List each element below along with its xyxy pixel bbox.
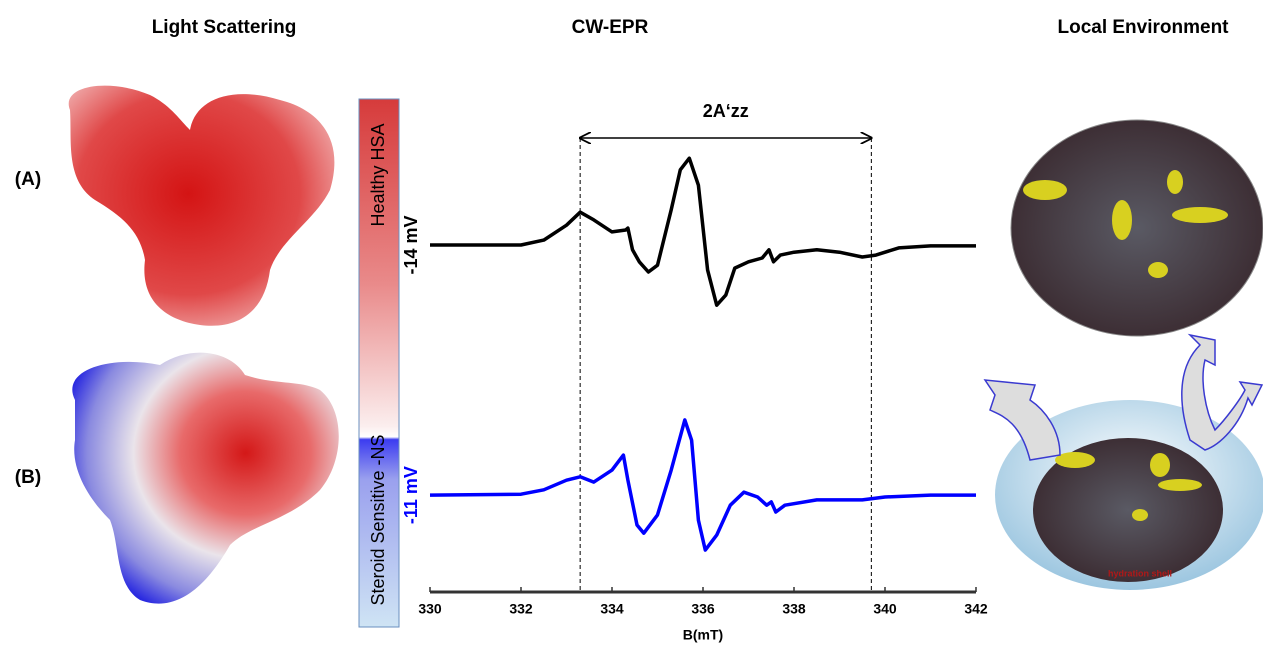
x-tick-label: 340 bbox=[873, 601, 897, 617]
panel-title: Local Environment bbox=[1057, 17, 1229, 38]
panel-title: CW-EPR bbox=[572, 17, 649, 38]
x-tick-label: 332 bbox=[509, 601, 533, 617]
panel-label: (B) bbox=[15, 467, 41, 488]
md-snapshot bbox=[1033, 438, 1223, 582]
md-snapshot bbox=[1010, 119, 1263, 337]
spectrum bbox=[429, 418, 976, 552]
series-label: -14 mV bbox=[401, 215, 421, 274]
water-flow-arrow bbox=[983, 379, 1061, 461]
x-axis-label: B(mT) bbox=[683, 627, 723, 643]
x-tick-label: 342 bbox=[964, 601, 988, 617]
ligands bbox=[1055, 452, 1202, 521]
x-tick-label: 338 bbox=[782, 601, 806, 617]
x-tick-label: 330 bbox=[418, 601, 442, 617]
x-tick-label: 336 bbox=[691, 601, 715, 617]
spectrum bbox=[430, 156, 976, 307]
series-label: -11 mV bbox=[401, 466, 421, 524]
protein-surface-a bbox=[68, 85, 335, 326]
x-tick-label: 334 bbox=[600, 601, 624, 617]
panel-label: (A) bbox=[15, 169, 41, 190]
protein-surface-b bbox=[72, 352, 339, 604]
colorbar-label: Steroid Sensitive -NS bbox=[368, 434, 388, 605]
panel-title: Light Scattering bbox=[152, 17, 297, 38]
water-flow-arrow bbox=[1181, 333, 1263, 451]
colorbar bbox=[358, 98, 400, 628]
ligands bbox=[1023, 170, 1228, 278]
annotation-label: 2A‘zz bbox=[703, 101, 749, 121]
colorbar-label: Healthy HSA bbox=[368, 123, 388, 226]
hydration-label: hydration shell bbox=[1108, 568, 1172, 578]
